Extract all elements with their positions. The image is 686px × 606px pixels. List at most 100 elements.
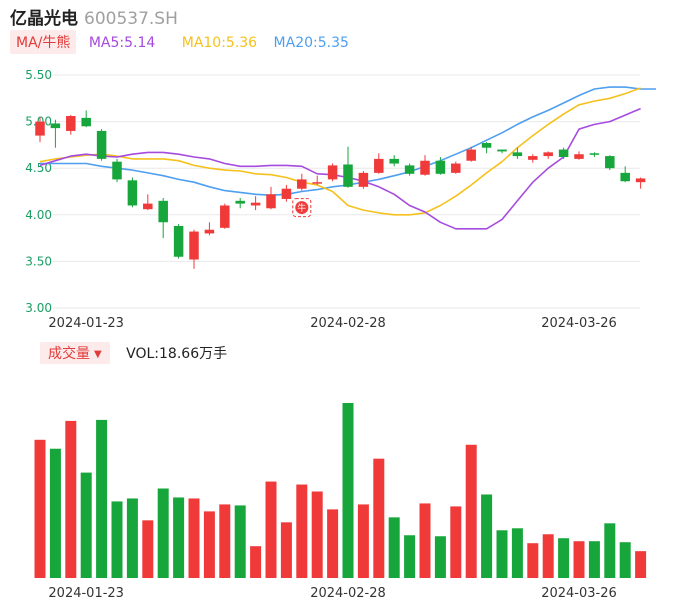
- candle[interactable]: [312, 175, 322, 185]
- volume-bar[interactable]: [388, 517, 400, 578]
- volume-bar[interactable]: [357, 504, 369, 578]
- ma-legend: MA/牛熊 MA5:5.14 MA10:5.36 MA20:5.35: [10, 30, 349, 54]
- candle[interactable]: [158, 198, 168, 239]
- x-tick-label: 2024-01-23: [48, 316, 124, 331]
- candle[interactable]: [451, 161, 461, 174]
- bull-marker-dot: [295, 201, 309, 215]
- candle[interactable]: [96, 129, 107, 161]
- candle[interactable]: [66, 115, 76, 135]
- ma-toggle-button[interactable]: MA/牛熊: [10, 30, 77, 54]
- candle[interactable]: [204, 222, 215, 236]
- candle[interactable]: [605, 155, 615, 171]
- volume-bar[interactable]: [450, 506, 462, 578]
- volume-bar[interactable]: [604, 523, 616, 578]
- candle[interactable]: [497, 149, 507, 154]
- candle[interactable]: [528, 154, 538, 163]
- candle[interactable]: [635, 177, 646, 189]
- volume-bar[interactable]: [219, 504, 231, 578]
- candle-body: [158, 200, 168, 223]
- candle[interactable]: [543, 151, 553, 159]
- candle[interactable]: [235, 198, 245, 209]
- bull-marker-label: 牛: [297, 202, 306, 214]
- volume-bar[interactable]: [373, 458, 385, 578]
- candle[interactable]: [173, 224, 184, 259]
- volume-bar[interactable]: [142, 520, 154, 578]
- volume-bar[interactable]: [296, 484, 308, 578]
- volume-bar[interactable]: [558, 538, 570, 578]
- volume-bar[interactable]: [588, 541, 600, 578]
- volume-bar[interactable]: [96, 419, 108, 578]
- volume-bar[interactable]: [49, 448, 61, 578]
- y-tick-label: 3.00: [25, 301, 52, 315]
- volume-bar[interactable]: [173, 497, 185, 578]
- volume-bar[interactable]: [619, 542, 631, 578]
- volume-bar[interactable]: [265, 481, 277, 578]
- candle[interactable]: [189, 229, 199, 269]
- volume-bar[interactable]: [404, 535, 416, 578]
- volume-selector-button[interactable]: 成交量 ▼: [40, 342, 110, 364]
- volume-x-tick-label: 2024-02-28: [310, 586, 386, 601]
- candle[interactable]: [143, 194, 153, 211]
- volume-bar[interactable]: [635, 551, 647, 578]
- candle[interactable]: [297, 173, 307, 191]
- candle[interactable]: [358, 170, 369, 189]
- volume-bar[interactable]: [126, 498, 138, 578]
- volume-bar[interactable]: [65, 420, 77, 578]
- volume-bar[interactable]: [434, 536, 446, 578]
- y-tick-label: 3.50: [25, 254, 52, 268]
- volume-bar[interactable]: [250, 546, 262, 578]
- volume-bar[interactable]: [496, 530, 508, 578]
- volume-bar[interactable]: [573, 541, 585, 578]
- candle-body: [127, 180, 138, 206]
- volume-bar[interactable]: [234, 505, 246, 578]
- volume-bar[interactable]: [157, 488, 169, 578]
- volume-bar[interactable]: [527, 543, 539, 578]
- candle-body: [96, 130, 107, 159]
- volume-bar[interactable]: [188, 498, 200, 578]
- candle[interactable]: [558, 147, 569, 159]
- volume-bar[interactable]: [542, 534, 554, 578]
- candle[interactable]: [281, 184, 292, 202]
- volume-bars[interactable]: [34, 403, 647, 578]
- candle[interactable]: [466, 146, 476, 162]
- volume-bar[interactable]: [203, 511, 215, 578]
- volume-bar[interactable]: [34, 439, 46, 578]
- candle[interactable]: [512, 147, 523, 159]
- candle[interactable]: [589, 152, 600, 158]
- candle-body: [312, 182, 322, 184]
- volume-bar[interactable]: [342, 403, 354, 578]
- volume-bar[interactable]: [280, 522, 292, 578]
- bull-icon[interactable]: 牛: [292, 198, 312, 218]
- chart-header: 亿晶光电 600537.SH: [10, 4, 178, 29]
- candlesticks[interactable]: [35, 110, 646, 269]
- candle[interactable]: [35, 116, 45, 143]
- candle[interactable]: [420, 155, 430, 176]
- candle[interactable]: [220, 203, 230, 229]
- volume-bar[interactable]: [311, 491, 323, 578]
- candle-body: [374, 158, 384, 173]
- candle[interactable]: [327, 163, 338, 182]
- volume-bar[interactable]: [80, 472, 92, 578]
- price-axis-labels: 5.505.004.504.003.503.00: [25, 68, 52, 315]
- volume-bar[interactable]: [465, 444, 477, 578]
- candle[interactable]: [127, 177, 138, 208]
- candle[interactable]: [266, 186, 276, 210]
- candle[interactable]: [481, 142, 492, 154]
- candle[interactable]: [50, 119, 61, 148]
- candle[interactable]: [250, 196, 261, 211]
- candle[interactable]: [374, 153, 384, 174]
- bull-marker-frame: [292, 198, 312, 218]
- candle[interactable]: [112, 158, 122, 183]
- candle[interactable]: [574, 151, 584, 160]
- candle[interactable]: [435, 157, 446, 175]
- volume-bar[interactable]: [481, 494, 493, 578]
- candle[interactable]: [81, 110, 91, 128]
- candle[interactable]: [343, 146, 353, 188]
- candle[interactable]: [389, 155, 399, 167]
- volume-bar[interactable]: [511, 528, 523, 578]
- volume-bar[interactable]: [419, 503, 431, 578]
- volume-bar[interactable]: [111, 501, 123, 578]
- candle[interactable]: [404, 163, 415, 176]
- volume-bar[interactable]: [327, 509, 339, 578]
- candle[interactable]: [620, 166, 630, 183]
